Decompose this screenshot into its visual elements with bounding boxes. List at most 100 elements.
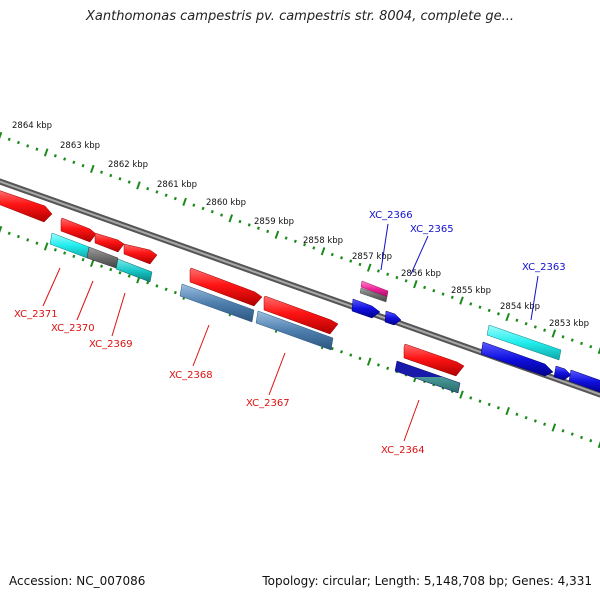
gene-label[interactable]: XC_2371: [14, 309, 58, 320]
gene-arrow-red[interactable]: [403, 343, 465, 377]
gene-label[interactable]: XC_2365: [410, 224, 454, 235]
tick-label: 2862 kbp: [108, 160, 148, 170]
minor-tick: [386, 366, 390, 370]
minor-tick: [146, 186, 150, 191]
major-tick: [505, 312, 510, 322]
minor-tick: [256, 226, 260, 230]
tick-label: 2857 kbp: [352, 252, 392, 262]
major-tick: [0, 131, 3, 139]
minor-tick: [376, 269, 380, 273]
genome-summary-text: Topology: circular; Length: 5,148,708 bp…: [262, 574, 592, 588]
major-tick: [459, 390, 464, 399]
gene-label[interactable]: XC_2369: [89, 339, 133, 350]
minor-tick: [533, 419, 537, 423]
minor-tick: [570, 432, 574, 436]
minor-tick: [118, 271, 122, 275]
minor-tick: [247, 223, 251, 227]
minor-tick: [515, 412, 519, 417]
tick-labels: 2864 kbp 2863 kbp 2862 kbp 2861 kbp 2860…: [12, 121, 589, 329]
gene-arrow-red[interactable]: [94, 232, 125, 253]
gene-label[interactable]: XC_2364: [381, 445, 425, 456]
gene-features: [0, 190, 600, 394]
minor-tick: [524, 321, 528, 326]
minor-tick: [16, 140, 20, 145]
minor-tick: [220, 213, 224, 217]
gene-block-teal[interactable]: [115, 258, 153, 283]
minor-tick: [349, 259, 353, 263]
minor-tick: [238, 219, 242, 224]
tick-label: 2859 kbp: [254, 217, 294, 227]
minor-tick: [155, 284, 159, 288]
minor-tick: [72, 160, 76, 165]
gene-label[interactable]: XC_2367: [246, 398, 290, 409]
minor-tick: [72, 254, 76, 259]
major-tick: [505, 406, 510, 416]
minor-tick: [496, 406, 500, 410]
minor-tick: [63, 251, 67, 255]
gene-label[interactable]: XC_2366: [369, 210, 413, 221]
minor-tick: [395, 275, 399, 280]
gene-block-cyan[interactable]: [486, 324, 562, 361]
tick-label: 2853 kbp: [549, 319, 589, 329]
gene-block-steel[interactable]: [255, 310, 334, 351]
minor-tick: [81, 163, 85, 168]
gene-arrow-blue[interactable]: [553, 365, 572, 381]
minor-tick: [580, 435, 584, 440]
tick-label: 2854 kbp: [500, 302, 540, 312]
major-tick: [90, 164, 95, 174]
minor-tick: [164, 287, 168, 291]
minor-tick: [127, 274, 131, 278]
gene-block-navy[interactable]: [394, 360, 461, 394]
gene-block-blue[interactable]: [568, 369, 600, 393]
minor-tick: [404, 279, 408, 283]
major-tick: [90, 258, 95, 268]
minor-tick: [100, 170, 104, 174]
minor-tick: [53, 154, 57, 158]
gene-arrow-red[interactable]: [0, 190, 53, 223]
gene-block-steel[interactable]: [179, 283, 255, 323]
gene-label[interactable]: XC_2363: [522, 262, 566, 273]
minor-tick: [118, 177, 122, 181]
minor-tick: [26, 144, 30, 148]
minor-tick: [164, 193, 168, 197]
minor-tick: [589, 439, 593, 443]
minor-tick: [543, 328, 547, 332]
minor-tick: [26, 238, 30, 242]
major-tick: [0, 225, 3, 233]
gene-arrow-blue[interactable]: [480, 341, 554, 377]
minor-tick: [561, 429, 565, 433]
minor-tick: [109, 173, 113, 178]
major-tick: [43, 148, 49, 157]
gene-label[interactable]: XC_2370: [51, 323, 95, 334]
minor-tick: [432, 289, 436, 293]
gene-arrow-red[interactable]: [123, 243, 158, 265]
minor-tick: [349, 353, 353, 357]
minor-tick: [35, 147, 39, 151]
minor-tick: [543, 422, 547, 426]
minor-tick: [340, 350, 344, 354]
minor-tick: [524, 415, 528, 420]
tick-label: 2860 kbp: [206, 198, 246, 208]
minor-tick: [376, 363, 380, 367]
minor-tick: [469, 396, 473, 400]
major-tick: [551, 329, 557, 338]
minor-tick: [7, 137, 11, 141]
minor-tick: [109, 267, 113, 272]
minor-tick: [469, 302, 473, 306]
major-tick: [551, 423, 557, 432]
major-tick: [366, 263, 372, 272]
minor-tick: [201, 206, 205, 211]
gene-arrow-blue[interactable]: [351, 298, 381, 319]
gene-arrow-red[interactable]: [189, 267, 263, 307]
minor-tick: [146, 280, 150, 285]
minor-tick: [423, 285, 427, 290]
minor-tick: [293, 239, 297, 244]
minor-tick: [358, 262, 362, 267]
gene-arrow-blue[interactable]: [384, 310, 402, 326]
minor-tick: [53, 248, 57, 252]
minor-tick: [35, 241, 39, 245]
gene-block-gray[interactable]: [359, 287, 388, 303]
gene-arrow-red[interactable]: [263, 295, 339, 335]
gene-label[interactable]: XC_2368: [169, 370, 213, 381]
major-tick: [459, 296, 464, 305]
